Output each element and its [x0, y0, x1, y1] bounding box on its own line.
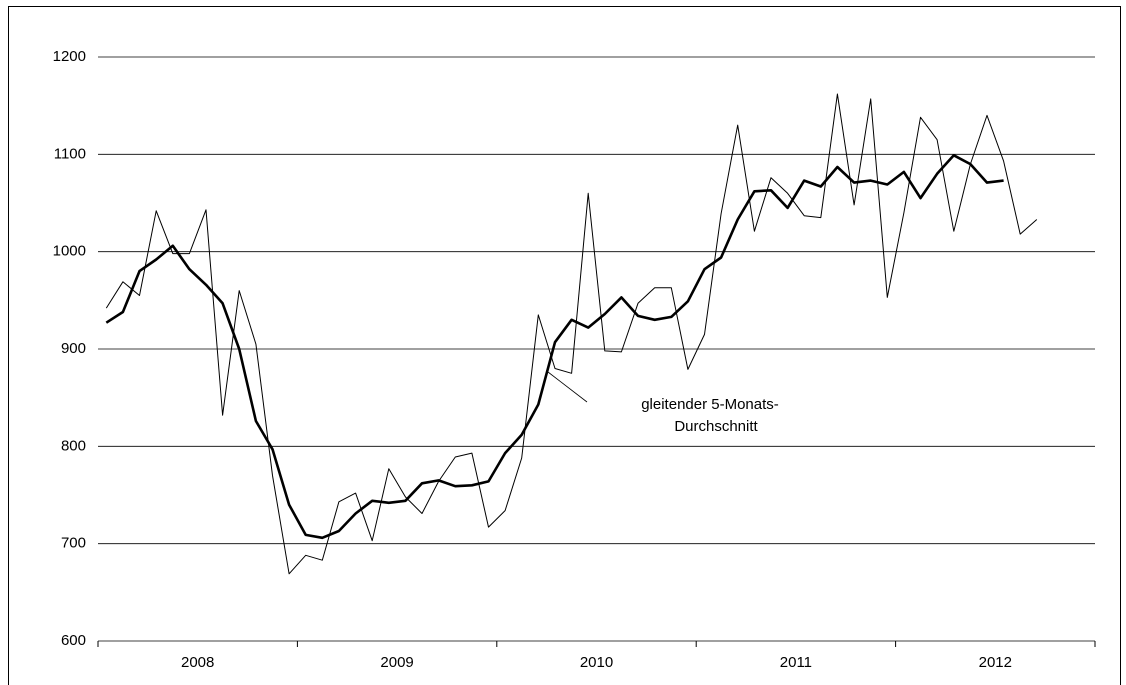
y-tick-label: 1200: [53, 48, 86, 65]
y-tick-label: 700: [61, 535, 86, 552]
x-tick-label: 2011: [780, 654, 812, 671]
annotation: Durchschnitt: [674, 418, 758, 435]
y-tick-label: 600: [61, 632, 86, 649]
y-tick-label: 900: [61, 340, 86, 357]
annotation-leader: [547, 371, 588, 403]
annotation: gleitender 5-Monats-: [641, 396, 779, 413]
x-tick-label: 2012: [979, 654, 1012, 671]
y-tick-label: 800: [61, 437, 86, 454]
line-series: [105, 93, 1038, 575]
x-tick-label: 2008: [181, 654, 214, 671]
x-tick-label: 2010: [580, 654, 613, 671]
y-tick-label: 1100: [54, 145, 86, 162]
line-series: [105, 154, 1004, 540]
y-tick-label: 1000: [53, 243, 86, 260]
x-tick-label: 2009: [380, 654, 413, 671]
chart-frame: [8, 6, 1121, 685]
